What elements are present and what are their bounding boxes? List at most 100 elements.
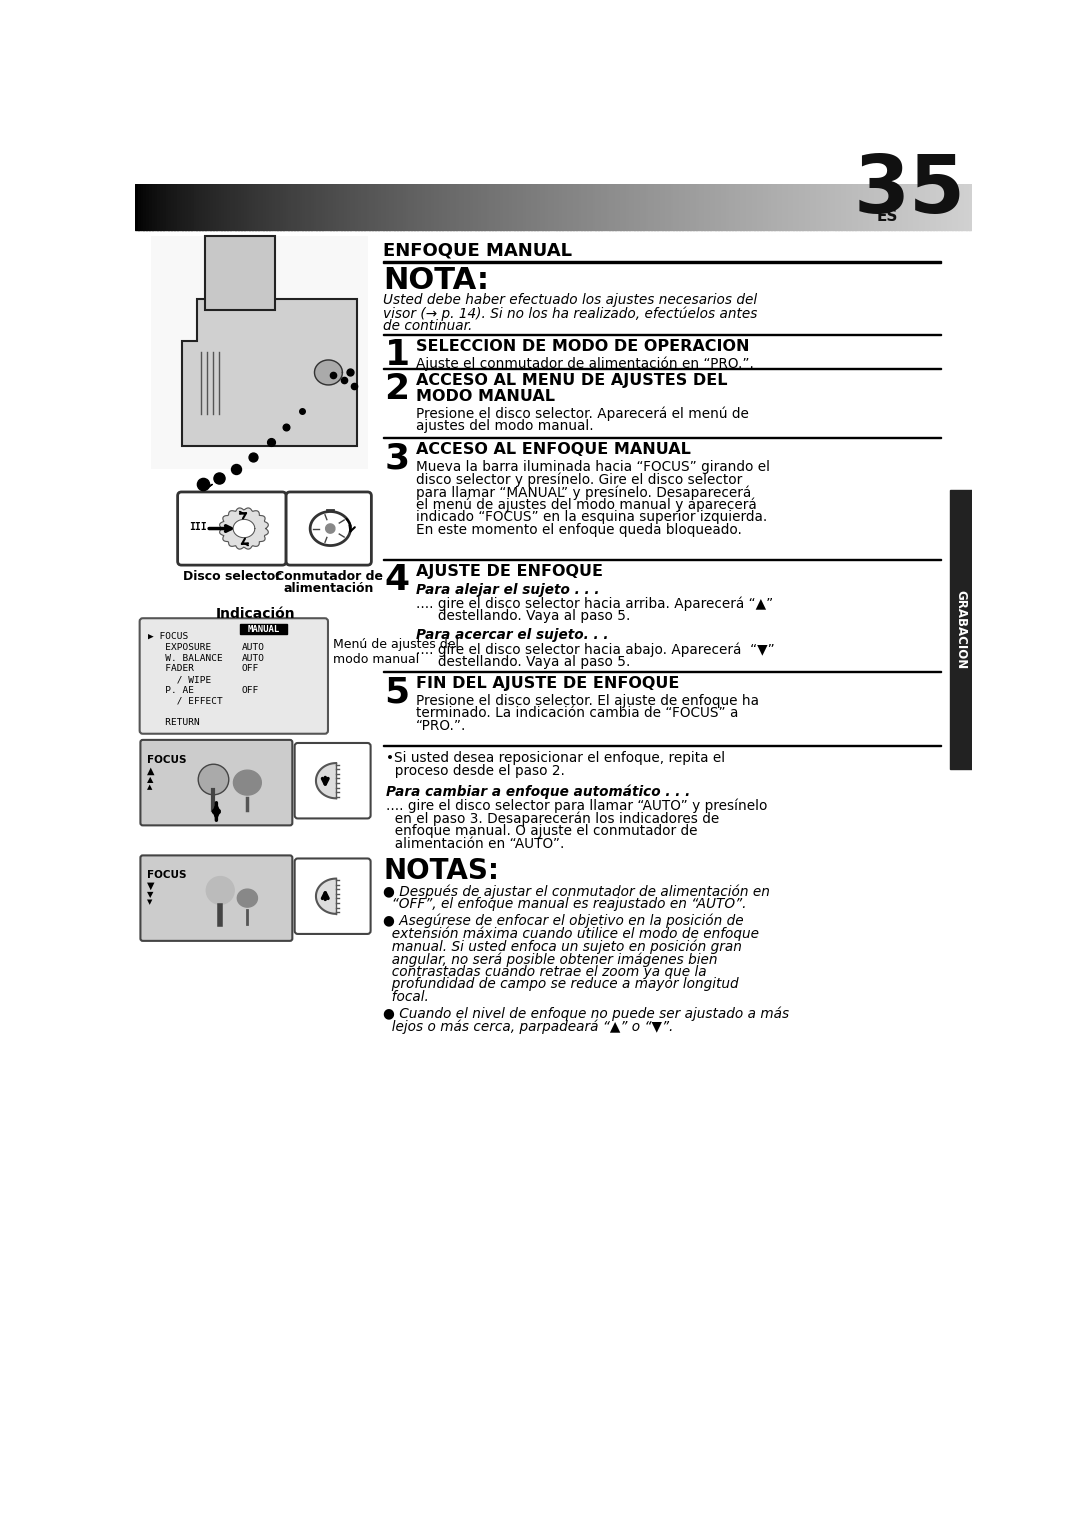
- Text: MANUAL: MANUAL: [247, 624, 280, 633]
- Bar: [269, 184, 272, 230]
- Polygon shape: [316, 878, 336, 914]
- Bar: [355, 184, 359, 230]
- Bar: [771, 184, 774, 230]
- Text: En este momento el enfoque queda bloqueado.: En este momento el enfoque queda bloquea…: [416, 523, 742, 537]
- Bar: [183, 184, 186, 230]
- Bar: [320, 184, 323, 230]
- Bar: [306, 184, 309, 230]
- Bar: [877, 184, 880, 230]
- Bar: [339, 184, 342, 230]
- Bar: [819, 184, 822, 230]
- Bar: [556, 184, 559, 230]
- Bar: [191, 184, 194, 230]
- Polygon shape: [233, 770, 261, 796]
- Bar: [428, 184, 432, 230]
- Text: ES: ES: [877, 208, 899, 224]
- Bar: [891, 184, 894, 230]
- Bar: [570, 184, 573, 230]
- Bar: [387, 184, 390, 230]
- Bar: [755, 184, 758, 230]
- Bar: [554, 184, 557, 230]
- Text: destellando. Vaya al paso 5.: destellando. Vaya al paso 5.: [416, 610, 630, 624]
- Bar: [896, 184, 901, 230]
- Text: proceso desde el paso 2.: proceso desde el paso 2.: [387, 763, 565, 779]
- Bar: [648, 184, 652, 230]
- Bar: [967, 184, 970, 230]
- Bar: [969, 184, 973, 230]
- Bar: [341, 184, 345, 230]
- Bar: [576, 184, 579, 230]
- Bar: [801, 184, 806, 230]
- Bar: [475, 184, 478, 230]
- Text: FOCUS: FOCUS: [147, 871, 187, 880]
- Bar: [260, 184, 265, 230]
- Bar: [863, 184, 867, 230]
- Bar: [671, 184, 674, 230]
- Bar: [389, 184, 392, 230]
- Text: Usted debe haber efectuado los ajustes necesarios del: Usted debe haber efectuado los ajustes n…: [383, 293, 757, 307]
- Text: AUTO: AUTO: [242, 653, 265, 662]
- Bar: [827, 184, 831, 230]
- Bar: [545, 184, 549, 230]
- Bar: [868, 184, 873, 230]
- Bar: [151, 184, 156, 230]
- Bar: [849, 184, 853, 230]
- Bar: [916, 184, 920, 230]
- Bar: [657, 184, 660, 230]
- Bar: [600, 184, 605, 230]
- Bar: [843, 184, 847, 230]
- Bar: [272, 184, 275, 230]
- Bar: [369, 184, 373, 230]
- Bar: [609, 184, 612, 230]
- Polygon shape: [205, 236, 274, 310]
- Bar: [872, 184, 875, 230]
- Bar: [403, 184, 406, 230]
- Text: ▼: ▼: [147, 881, 154, 891]
- Bar: [302, 184, 306, 230]
- Bar: [521, 184, 524, 230]
- Bar: [232, 184, 237, 230]
- Bar: [514, 184, 518, 230]
- Bar: [953, 184, 956, 230]
- Bar: [274, 184, 278, 230]
- Bar: [531, 184, 535, 230]
- Text: RETURN: RETURN: [148, 719, 200, 727]
- Bar: [266, 184, 270, 230]
- Bar: [667, 184, 672, 230]
- Text: para llamar “MANUAL” y presínelo. Desaparecerá: para llamar “MANUAL” y presínelo. Desapa…: [416, 484, 751, 500]
- Bar: [886, 184, 889, 230]
- Text: SELECCION DE MODO DE OPERACION: SELECCION DE MODO DE OPERACION: [416, 339, 750, 354]
- Bar: [734, 184, 739, 230]
- Bar: [495, 184, 499, 230]
- Bar: [910, 184, 914, 230]
- Bar: [422, 184, 426, 230]
- Bar: [796, 184, 800, 230]
- Bar: [285, 184, 289, 230]
- Text: ● Cuando el nivel de enfoque no puede ser ajustado a más: ● Cuando el nivel de enfoque no puede se…: [383, 1007, 789, 1021]
- Bar: [294, 184, 298, 230]
- Bar: [822, 184, 825, 230]
- Bar: [757, 184, 760, 230]
- Bar: [408, 184, 411, 230]
- Bar: [327, 184, 332, 230]
- Bar: [225, 184, 228, 230]
- Bar: [241, 184, 244, 230]
- Text: 35: 35: [854, 152, 966, 230]
- Bar: [330, 184, 334, 230]
- Bar: [246, 184, 251, 230]
- FancyBboxPatch shape: [140, 740, 293, 825]
- Bar: [961, 184, 964, 230]
- Bar: [486, 184, 490, 230]
- Bar: [732, 184, 735, 230]
- Bar: [660, 184, 663, 230]
- Text: Ajuste el conmutador de alimentación en “PRO.”.: Ajuste el conmutador de alimentación en …: [416, 357, 754, 371]
- Bar: [197, 184, 200, 230]
- Bar: [766, 184, 769, 230]
- Bar: [207, 184, 211, 230]
- Bar: [283, 184, 286, 230]
- Bar: [718, 184, 721, 230]
- Text: destellando. Vaya al paso 5.: destellando. Vaya al paso 5.: [416, 655, 630, 668]
- Bar: [280, 184, 284, 230]
- Text: Presione el disco selector. Aparecerá el menú de: Presione el disco selector. Aparecerá el…: [416, 406, 748, 422]
- Polygon shape: [181, 299, 356, 446]
